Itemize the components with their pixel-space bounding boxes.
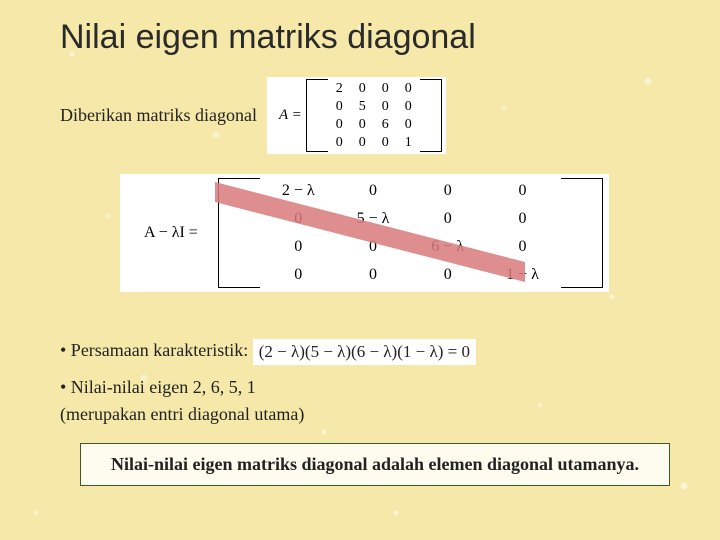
matrix-cell: 0 (397, 80, 420, 98)
matrix-cell: 2 (328, 80, 351, 98)
conclusion-box: Nilai-nilai eigen matriks diagonal adala… (80, 443, 670, 486)
matrix-cell: 0 (328, 98, 351, 116)
characteristic-label: • Persamaan karakteristik: (60, 340, 248, 360)
characteristic-row: • Persamaan karakteristik: (2 − λ)(5 − λ… (60, 339, 670, 365)
matrix-cell: 0 (374, 98, 397, 116)
matrix-cell: 5 (351, 98, 374, 116)
intro-text: Diberikan matriks diagonal (60, 105, 257, 126)
characteristic-equation: (2 − λ)(5 − λ)(6 − λ)(1 − λ) = 0 (253, 339, 476, 365)
eigen-note: (merupakan entri diagonal utama) (60, 404, 670, 425)
matrix-cell: 0 (351, 134, 374, 152)
matrix-cell: 0 (374, 134, 397, 152)
matrix-a-minus-lambda-i-wrap: A − λI =2 − λ00005 − λ00006 − λ00001 − λ (120, 174, 609, 297)
matrix-cell: 0 (351, 80, 374, 98)
matrix-cell: 0 (397, 116, 420, 134)
matrix-lhs: A = (271, 80, 306, 152)
matrix-cell: 0 (397, 98, 420, 116)
intro-row: Diberikan matriks diagonal A =2000050000… (60, 77, 670, 154)
matrix-cell: 0 (328, 134, 351, 152)
matrix-cell: 0 (374, 80, 397, 98)
matrix-lhs: A − λI = (126, 178, 216, 288)
slide-title: Nilai eigen matriks diagonal (60, 18, 670, 57)
matrix-a: A =2000050000600001 (267, 77, 446, 154)
eigenvalues-row: • Nilai-nilai eigen 2, 6, 5, 1 (60, 377, 670, 398)
matrix-cell: 6 (374, 116, 397, 134)
matrix-cell: 1 (397, 134, 420, 152)
matrix-cell: 0 (351, 116, 374, 134)
matrix-cell: 0 (328, 116, 351, 134)
